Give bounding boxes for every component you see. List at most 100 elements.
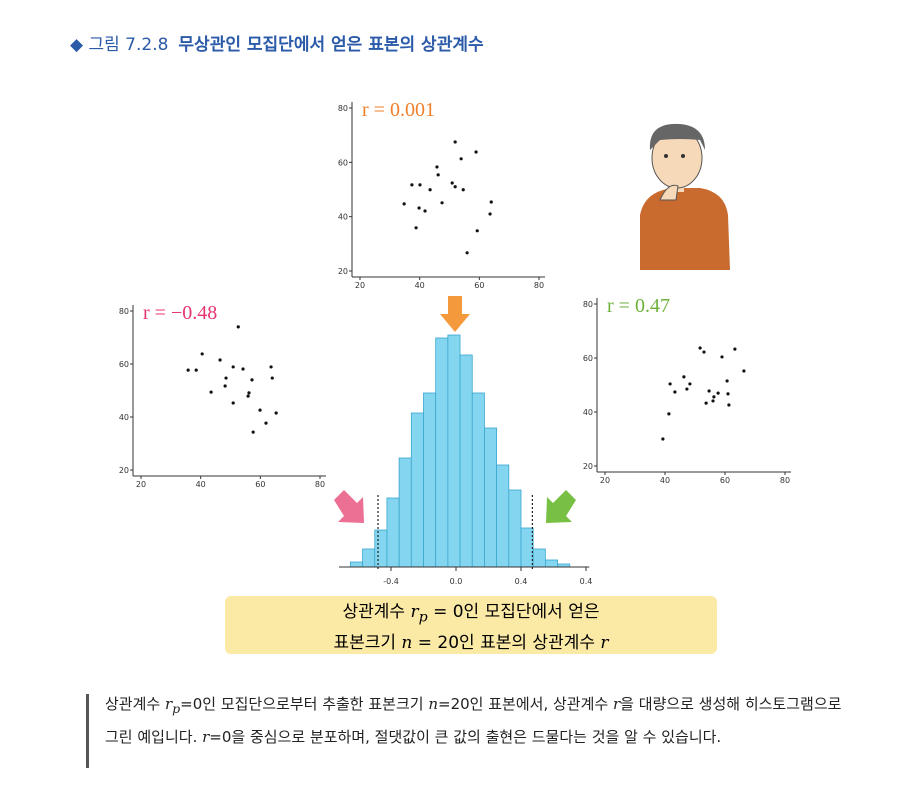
text: =0인 모집단으로부터 추출한 표본크기 bbox=[180, 695, 429, 713]
r-label: r = −0.48 bbox=[143, 302, 217, 324]
point bbox=[673, 390, 677, 394]
point bbox=[264, 421, 268, 425]
bar bbox=[496, 464, 510, 568]
bar bbox=[544, 559, 558, 568]
point bbox=[223, 384, 227, 388]
symbol: n bbox=[401, 633, 413, 654]
caption-box: 상관계수 rp = 0인 모집단에서 얻은 표본크기 n = 20인 표본의 상… bbox=[225, 596, 717, 654]
caption-line: 상관계수 rp = 0인 모집단에서 얻은 bbox=[225, 599, 717, 630]
symbol: r bbox=[410, 602, 419, 622]
point bbox=[274, 411, 278, 415]
bar bbox=[349, 561, 363, 568]
point bbox=[209, 390, 213, 394]
x-tick-label: 40 bbox=[660, 476, 670, 485]
x-tick-label: 0.4 bbox=[580, 577, 593, 586]
y-tick-label: 40 bbox=[338, 213, 348, 222]
header: ◆ 그림 7.2.8 무상관인 모집단에서 얻은 표본의 상관계수 bbox=[70, 30, 484, 55]
point bbox=[410, 183, 414, 187]
point bbox=[218, 358, 222, 362]
y-tick-label: 80 bbox=[583, 300, 593, 309]
text: 상관계수 bbox=[105, 695, 165, 713]
arrows bbox=[334, 296, 576, 523]
point bbox=[440, 201, 444, 205]
point bbox=[720, 355, 724, 359]
x-tick-label: 20 bbox=[355, 281, 365, 290]
bar bbox=[520, 527, 534, 568]
point bbox=[707, 389, 711, 393]
point bbox=[712, 395, 716, 399]
subscript: p bbox=[172, 701, 180, 716]
bar bbox=[374, 529, 388, 568]
point bbox=[704, 401, 708, 405]
point bbox=[402, 202, 406, 206]
point bbox=[725, 379, 729, 383]
y-tick-label: 40 bbox=[119, 413, 129, 422]
point bbox=[453, 140, 457, 144]
symbol: n bbox=[428, 695, 439, 713]
bar bbox=[386, 497, 400, 568]
bar bbox=[423, 392, 437, 568]
point bbox=[241, 367, 245, 371]
figure: 20 40 60 80 20 40 60 80 r = 0.001 20 40 60 80 20 40 60 8… bbox=[119, 99, 791, 586]
point bbox=[224, 376, 228, 380]
x-tick-label: 40 bbox=[196, 480, 206, 489]
bar bbox=[362, 548, 376, 568]
point bbox=[727, 403, 731, 407]
caption-line: 표본크기 n = 20인 표본의 상관계수 r bbox=[225, 630, 717, 656]
text: 표본크기 bbox=[333, 633, 402, 654]
point bbox=[436, 173, 440, 177]
bar bbox=[398, 457, 412, 568]
point bbox=[231, 365, 235, 369]
bar bbox=[471, 392, 485, 568]
bar bbox=[447, 334, 461, 568]
point bbox=[250, 378, 254, 382]
point bbox=[270, 376, 274, 380]
y-tick-label: 60 bbox=[119, 360, 129, 369]
point bbox=[459, 157, 463, 161]
point bbox=[711, 399, 715, 403]
point bbox=[186, 368, 190, 372]
bar bbox=[410, 412, 424, 568]
point bbox=[418, 183, 422, 187]
point bbox=[742, 369, 746, 373]
x-tick-label: 80 bbox=[534, 281, 544, 290]
bar bbox=[532, 548, 546, 568]
y-tick-label: 80 bbox=[119, 307, 129, 316]
point bbox=[450, 181, 454, 185]
text: =20인 표본에서, 상관계수 bbox=[438, 695, 613, 713]
y-tick-label: 20 bbox=[583, 462, 593, 471]
symbol: p bbox=[172, 701, 181, 716]
quote-bar bbox=[86, 694, 89, 768]
text: =0을 중심으로 분포하며, 절댓값이 큰 값의 출현은 드물다는 것을 알 수… bbox=[209, 728, 722, 746]
point bbox=[726, 392, 730, 396]
point bbox=[423, 209, 427, 213]
symbol: r bbox=[164, 695, 173, 713]
bar bbox=[459, 354, 473, 568]
point bbox=[465, 251, 469, 255]
text: = 20인 표본의 상관계수 bbox=[412, 633, 601, 654]
point bbox=[417, 206, 421, 210]
text: 을 대량으로 생성해 히스토그램으로 그린 예입니다. bbox=[105, 695, 842, 746]
point bbox=[682, 375, 686, 379]
bar bbox=[508, 489, 522, 568]
point bbox=[435, 165, 439, 169]
figure-title: 무상관인 모집단에서 얻은 표본의 상관계수 bbox=[178, 35, 484, 55]
x-tick-label: 20 bbox=[136, 480, 146, 489]
point bbox=[194, 368, 198, 372]
x-tick-label: 80 bbox=[315, 480, 325, 489]
point bbox=[258, 408, 262, 412]
x-tick-label: 60 bbox=[474, 281, 484, 290]
bar bbox=[484, 427, 498, 568]
point bbox=[688, 382, 692, 386]
y-tick-label: 60 bbox=[338, 158, 348, 167]
point bbox=[475, 229, 479, 233]
x-tick-label: 60 bbox=[255, 480, 265, 489]
point bbox=[661, 437, 665, 441]
point bbox=[733, 347, 737, 351]
bar bbox=[435, 337, 449, 568]
r-label: r = 0.47 bbox=[607, 295, 670, 317]
text: 상관계수 bbox=[342, 602, 411, 622]
point bbox=[668, 382, 672, 386]
point bbox=[428, 188, 432, 192]
x-tick-label: -0.4 bbox=[383, 577, 399, 586]
